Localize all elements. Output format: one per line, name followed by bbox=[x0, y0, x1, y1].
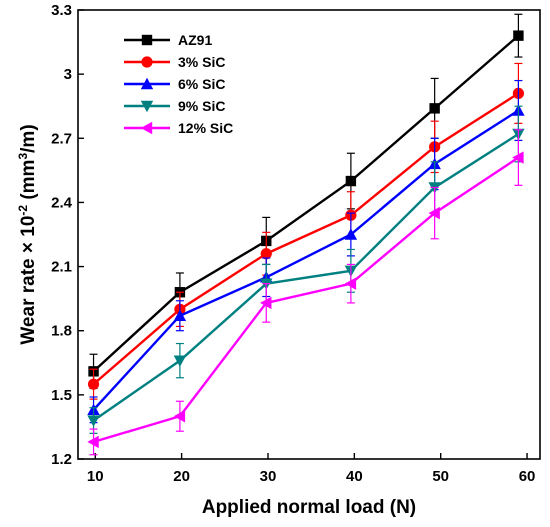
y-axis-title-unit: (mm bbox=[18, 160, 39, 205]
series-line bbox=[93, 156, 520, 444]
data-point bbox=[513, 30, 524, 41]
legend-marker bbox=[140, 121, 153, 135]
legend-marker bbox=[140, 100, 154, 113]
data-point bbox=[260, 296, 272, 310]
legend-marker bbox=[141, 34, 153, 46]
y-tick-label: 3 bbox=[64, 66, 72, 83]
data-point bbox=[345, 175, 357, 187]
data-point bbox=[173, 410, 186, 423]
legend-label: 3% SiC bbox=[178, 54, 225, 70]
series-line bbox=[92, 92, 520, 386]
x-tick-label: 20 bbox=[173, 468, 190, 485]
data-point bbox=[173, 355, 187, 367]
legend-label: AZ91 bbox=[178, 32, 212, 48]
data-point bbox=[428, 206, 440, 220]
y-axis-title-unit-exponent: 3 bbox=[16, 153, 30, 160]
x-tick-label: 10 bbox=[87, 468, 104, 485]
x-axis-title: Applied normal load (N) bbox=[202, 497, 416, 518]
y-tick-label: 1.5 bbox=[51, 387, 72, 404]
series-line bbox=[92, 109, 520, 411]
data-point bbox=[87, 435, 99, 449]
y-axis-title: Wear rate × 10-2 (mm3/m) bbox=[16, 124, 39, 344]
data-point bbox=[344, 277, 357, 290]
legend: AZ91 3% SiC 6% SiC 9% SiC 12% SiC bbox=[124, 32, 233, 136]
legend-marker bbox=[141, 56, 153, 68]
y-tick-label: 1.2 bbox=[51, 451, 72, 468]
x-tick-label: 60 bbox=[519, 468, 536, 485]
series-3-sic bbox=[87, 62, 525, 400]
data-point bbox=[173, 309, 187, 321]
legend-label: 9% SiC bbox=[178, 98, 225, 114]
y-tick-label: 3.3 bbox=[51, 2, 72, 19]
y-tick-label: 2.1 bbox=[51, 259, 72, 276]
plot-area: 10 20 30 40 50 60 1.2 1.5 1.8 2.1 2.4 2.7 3 3.3 AZ91 3%… bbox=[51, 2, 541, 485]
legend-marker bbox=[140, 77, 154, 90]
data-point bbox=[87, 378, 100, 390]
x-tick-label: 40 bbox=[346, 468, 363, 485]
y-tick-label: 1.8 bbox=[51, 323, 72, 340]
plot-frame bbox=[77, 9, 541, 460]
x-tick-label: 50 bbox=[432, 468, 449, 485]
y-axis-title-exponent: -2 bbox=[16, 205, 30, 216]
data-point bbox=[87, 415, 100, 427]
x-tick-label: 30 bbox=[260, 468, 277, 485]
series-line bbox=[92, 132, 520, 422]
data-point bbox=[344, 228, 358, 240]
series-9-sic bbox=[87, 105, 525, 434]
y-axis-title-unit-end: /m) bbox=[18, 124, 39, 153]
y-tick-label: 2.7 bbox=[51, 130, 72, 147]
y-axis-title-main: Wear rate × 10 bbox=[18, 216, 39, 345]
legend-label: 6% SiC bbox=[178, 76, 225, 92]
legend-label: 12% SiC bbox=[178, 120, 233, 136]
data-point bbox=[260, 248, 272, 260]
data-point bbox=[512, 151, 524, 164]
series-line bbox=[92, 34, 520, 373]
y-tick-label: 2.4 bbox=[51, 194, 73, 211]
data-point bbox=[429, 103, 440, 114]
series-12-sic bbox=[87, 129, 524, 456]
